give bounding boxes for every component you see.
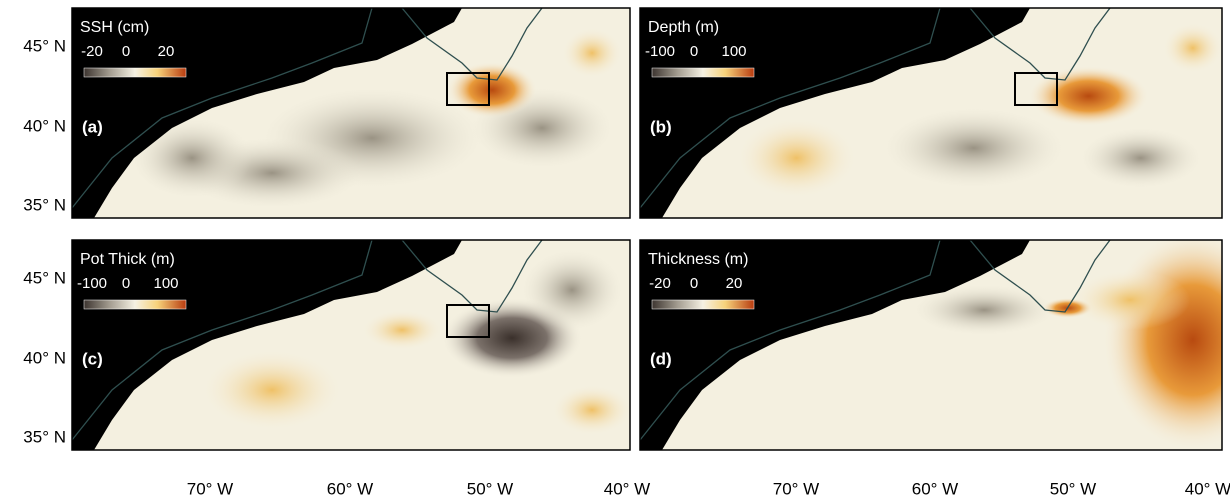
anomaly <box>1162 23 1222 73</box>
colorbar-tick: 20 <box>726 275 743 292</box>
panel-label: (c) <box>82 349 103 368</box>
colorbar-tick: 100 <box>153 275 178 292</box>
lat-label: 45° N <box>23 36 66 55</box>
lon-label: 60° W <box>912 479 958 498</box>
lat-label: 40° N <box>23 116 66 135</box>
map-panel: (b) Depth (m) -100 0 100 <box>639 7 1223 219</box>
colorbar-tick: 100 <box>721 43 746 60</box>
panel-label: (a) <box>82 117 103 136</box>
box <box>446 72 490 106</box>
anomaly <box>202 350 342 430</box>
panel-label: (d) <box>650 349 672 368</box>
shelf-line <box>401 240 543 313</box>
frame <box>71 7 631 219</box>
anomaly <box>914 285 1055 335</box>
shelf-line <box>969 240 1111 313</box>
lon-label: 70° W <box>773 479 819 498</box>
colorbar-tick: -20 <box>649 275 671 292</box>
colorbar-title: Depth (m) <box>648 19 719 36</box>
map-content <box>72 240 630 450</box>
colorbar-tick: 0 <box>690 43 698 60</box>
colorbar-title: Thickness (m) <box>648 251 748 268</box>
colorbar-tick: -100 <box>645 43 675 60</box>
shelf-line <box>640 240 941 441</box>
shelf-line <box>72 8 373 209</box>
anomaly <box>362 310 442 350</box>
colorbar <box>651 299 755 310</box>
map-content <box>72 8 630 218</box>
anomaly <box>1028 66 1149 126</box>
colorbar <box>83 299 187 310</box>
land <box>640 410 658 450</box>
map-panel: (c) Pot Thick (m) -100 0 100 <box>71 239 631 451</box>
shelf-line <box>401 8 543 81</box>
anomaly <box>1070 270 1191 330</box>
anomaly <box>562 28 622 78</box>
anomaly <box>522 250 622 330</box>
frame <box>71 239 631 451</box>
map-panel: (d) Thickness (m) -20 0 20 <box>639 239 1223 451</box>
lon-label: 40° W <box>604 479 650 498</box>
anomaly <box>1080 128 1201 188</box>
land <box>640 240 1030 450</box>
land <box>72 178 90 218</box>
lon-label: 40° W <box>1185 479 1230 498</box>
colorbar-tick: 0 <box>122 43 130 60</box>
lat-label: 40° N <box>23 348 66 367</box>
panel-label: (b) <box>650 117 672 136</box>
shelf-line <box>640 8 941 209</box>
lon-label: 70° W <box>187 479 233 498</box>
anomaly <box>447 62 537 118</box>
map-content <box>640 8 1222 218</box>
lat-label: 45° N <box>23 268 66 287</box>
colorbar <box>83 67 187 78</box>
lat-label: 35° N <box>23 427 66 446</box>
map-panel: (a) SSH (cm) -20 0 20 <box>71 7 631 219</box>
colorbar-title: SSH (cm) <box>80 19 149 36</box>
land <box>640 178 658 218</box>
colorbar <box>651 67 755 78</box>
anomaly <box>552 385 630 435</box>
lon-label: 60° W <box>327 479 373 498</box>
box <box>1014 72 1058 106</box>
anomaly <box>736 118 857 198</box>
colorbar-tick: 20 <box>158 43 175 60</box>
lon-label: 50° W <box>1050 479 1096 498</box>
colorbar-tick: -100 <box>77 275 107 292</box>
colorbar-tick: 0 <box>122 275 130 292</box>
colorbar-title: Pot Thick (m) <box>80 251 175 268</box>
anomaly <box>132 118 252 198</box>
colorbar-tick: -20 <box>81 43 103 60</box>
frame <box>639 7 1223 219</box>
lat-label: 35° N <box>23 195 66 214</box>
shelf-line <box>72 240 373 441</box>
land <box>640 8 1030 218</box>
anomaly <box>883 108 1064 188</box>
box <box>446 304 490 338</box>
land <box>72 410 90 450</box>
frame <box>639 239 1223 451</box>
land <box>72 8 462 218</box>
colorbar-tick: 0 <box>690 275 698 292</box>
map-content <box>640 240 1222 450</box>
shelf-line <box>969 8 1111 81</box>
land <box>72 240 462 450</box>
lon-label: 50° W <box>467 479 513 498</box>
